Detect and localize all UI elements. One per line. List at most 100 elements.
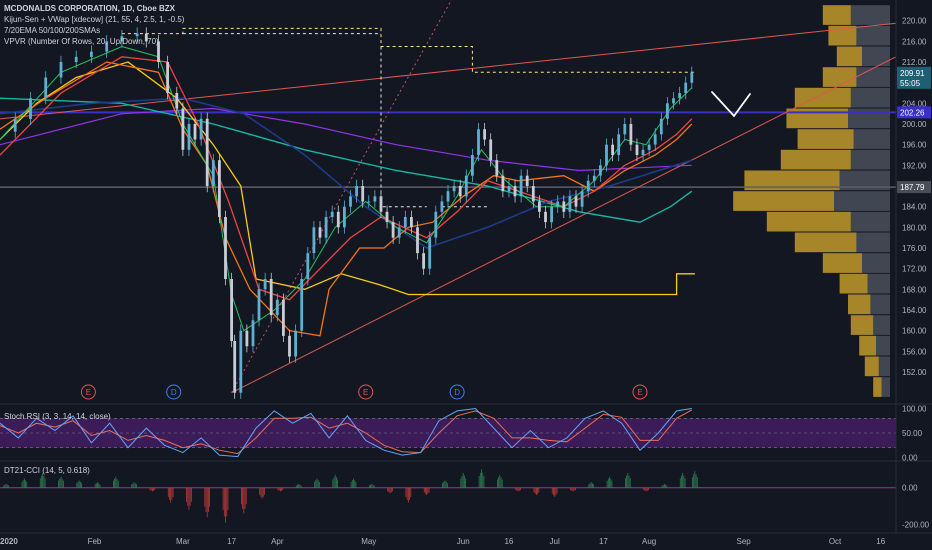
price-axis-tick-label: 160.00 xyxy=(902,327,927,336)
stoch-rsi-pane[interactable] xyxy=(0,407,896,458)
dashed-resistance-zone xyxy=(121,27,695,73)
candle-up xyxy=(330,211,334,217)
volume-profile-up-bar xyxy=(836,46,862,67)
price-axis-tick-label: 216.00 xyxy=(902,37,927,46)
candle-up xyxy=(44,77,48,99)
candle-up xyxy=(367,201,371,203)
volume-profile-down-bar xyxy=(853,129,890,149)
time-axis-tick-label: Jun xyxy=(457,537,470,546)
candle-up xyxy=(251,320,255,347)
price-axis-tick-label: 156.00 xyxy=(902,347,927,356)
earnings-event-marker xyxy=(358,384,374,400)
candle-up xyxy=(373,196,377,202)
stoch-axis-tick-label: 50.00 xyxy=(902,429,923,438)
candle-up xyxy=(623,124,627,135)
candle-down xyxy=(218,160,221,217)
candle-up xyxy=(135,33,139,37)
rising-trendline xyxy=(231,56,897,394)
candle-up xyxy=(507,186,511,192)
candle-up xyxy=(678,93,681,99)
volume-profile-up-bar xyxy=(794,87,851,108)
stoch-rsi-legend[interactable]: Stoch RSI (3, 3, 14, 14, close) xyxy=(4,412,111,421)
candle-up xyxy=(592,175,596,181)
dt21-cci-legend[interactable]: DT21-CCI (14, 5, 0.618) xyxy=(4,466,90,475)
candle-up xyxy=(90,51,93,57)
candle-up xyxy=(306,253,310,279)
candle-up xyxy=(187,124,191,150)
candle-up xyxy=(324,217,328,238)
candle-down xyxy=(531,186,535,202)
dt21-cci-pane[interactable] xyxy=(0,469,896,523)
candle-up xyxy=(403,217,407,228)
level-price-tag xyxy=(897,106,931,119)
candle-up xyxy=(263,279,267,290)
time-axis-tick-label: Oct xyxy=(829,537,842,546)
level-price-tag xyxy=(897,181,931,194)
volume-profile-down-bar xyxy=(876,335,890,356)
indicator-legend-ema-sma[interactable]: 7/20EMA 50/100/200SMAs xyxy=(4,26,101,35)
candle-down xyxy=(544,211,547,223)
volume-profile-up-bar xyxy=(859,335,876,356)
upper-trendline xyxy=(0,22,897,120)
indicator-legend-kijun[interactable]: Kijun-Sen + VWap [xdecow] (21, 55, 4, 2.… xyxy=(4,15,185,24)
price-axis-tick-label: 168.00 xyxy=(902,285,927,294)
candle-down xyxy=(513,186,517,197)
price-axis-tick-label: 220.00 xyxy=(902,17,927,26)
stoch-d-line xyxy=(0,409,693,455)
volume-profile-up-bar xyxy=(733,191,834,211)
candle-up xyxy=(605,144,608,166)
candle-down xyxy=(458,186,462,197)
time-axis-tick-label: Jul xyxy=(550,537,560,546)
earnings-event-marker xyxy=(632,384,648,400)
time-axis-tick-label: 2020 xyxy=(0,537,18,546)
candle-up xyxy=(653,134,657,145)
volume-profile-down-bar xyxy=(862,46,890,67)
price-axis-tick-label: 152.00 xyxy=(902,368,927,377)
candle-down xyxy=(288,335,291,357)
candle-up xyxy=(74,56,78,62)
candle-down xyxy=(391,222,395,238)
candle-up xyxy=(257,289,261,321)
price-axis-tick-label: 180.00 xyxy=(902,223,927,232)
price-axis-tick-label: 204.00 xyxy=(902,99,927,108)
indicator-legend-vpvr[interactable]: VPVR (Number Of Rows, 20, Up/Down, 70) xyxy=(4,37,159,46)
candle-down xyxy=(245,330,249,347)
candle-up xyxy=(464,175,468,197)
candle-up xyxy=(343,206,346,228)
volume-profile-up-bar xyxy=(744,170,840,191)
volume-profile-down-bar xyxy=(839,170,890,191)
candle-up xyxy=(239,330,243,393)
candle-up xyxy=(586,180,590,192)
candle-up xyxy=(580,191,584,207)
volume-profile-up-bar xyxy=(786,108,848,129)
candle-down xyxy=(336,211,340,228)
candle-down xyxy=(629,124,633,145)
price-axis-tick-label: 172.00 xyxy=(902,265,927,274)
candle-up xyxy=(519,175,523,197)
dividend-event-marker xyxy=(449,384,465,400)
volume-profile-down-bar xyxy=(848,108,890,129)
candle-up xyxy=(120,36,124,42)
volume-profile-down-bar xyxy=(881,377,890,397)
candle-up xyxy=(440,201,444,212)
candle-up xyxy=(294,330,297,357)
candle-up xyxy=(568,196,572,212)
candle-up xyxy=(666,103,669,119)
candle-down xyxy=(501,175,505,192)
volume-profile-down-bar xyxy=(870,294,890,315)
volume-profile-down-bar xyxy=(867,273,890,294)
candle-up xyxy=(599,165,602,176)
candle-down xyxy=(385,211,389,223)
volume-profile-up-bar xyxy=(766,211,851,232)
candle-up xyxy=(434,211,438,238)
time-axis-tick-label: Mar xyxy=(176,537,190,546)
price-axis-tick-label: 184.00 xyxy=(902,203,927,212)
volume-profile-up-bar xyxy=(873,377,882,397)
candle-down xyxy=(379,196,383,212)
volume-profile-down-bar xyxy=(856,232,890,253)
symbol-title[interactable]: MCDONALDS CORPORATION, 1D, Cboe BZX xyxy=(4,4,175,13)
earnings-event-marker xyxy=(80,384,96,400)
